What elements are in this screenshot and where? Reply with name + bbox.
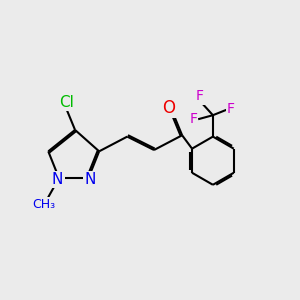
Text: N: N	[52, 172, 63, 187]
Text: F: F	[227, 101, 235, 116]
Text: CH₃: CH₃	[33, 198, 56, 212]
Text: O: O	[162, 99, 175, 117]
Text: F: F	[189, 112, 197, 126]
Text: F: F	[196, 89, 203, 103]
Text: Cl: Cl	[60, 95, 74, 110]
Text: N: N	[84, 172, 95, 187]
